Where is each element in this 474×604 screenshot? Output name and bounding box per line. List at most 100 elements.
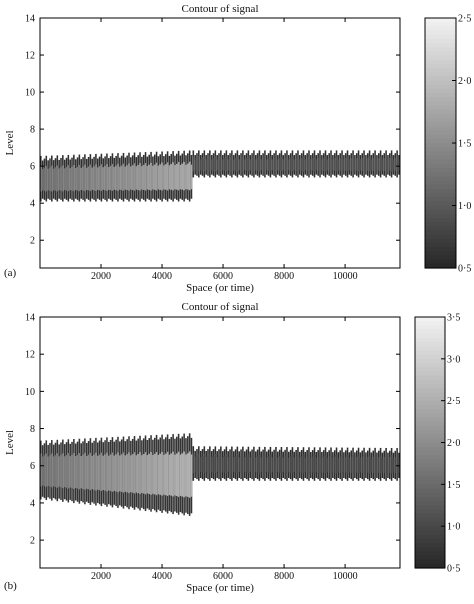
contour-cell [128, 163, 130, 191]
contour-cell [271, 159, 274, 171]
contour-cell [377, 158, 380, 171]
contour-cell [152, 455, 154, 494]
contour-cell [170, 453, 173, 496]
contour-segment [192, 446, 400, 481]
x-tick-label: 4000 [152, 271, 172, 282]
colorbar-cell [425, 209, 456, 215]
colorbar-cell [425, 218, 456, 223]
colorbar-tick-label: 1·5 [447, 480, 460, 491]
contour-cell [366, 158, 369, 171]
colorbar-cell [415, 496, 445, 502]
colorbar-cell [415, 547, 445, 552]
colorbar-cell [415, 396, 445, 402]
colorbar-cell [425, 213, 456, 219]
contour-cell [265, 159, 268, 171]
contour-cell [229, 455, 231, 473]
contour-cell [69, 456, 71, 488]
contour-cell [352, 454, 354, 474]
contour-cell [376, 458, 378, 473]
colorbar-cell [415, 329, 445, 335]
colorbar-cell [425, 38, 456, 44]
contour-cell [223, 158, 226, 171]
contour-cell [249, 159, 252, 171]
contour-cell [142, 453, 145, 494]
y-tick-label: 6 [30, 162, 35, 173]
contour-cell [172, 162, 174, 191]
contour-cell [95, 452, 97, 491]
contour-cell [126, 165, 128, 191]
contour-cell [218, 455, 220, 473]
contour-cell [247, 156, 250, 172]
contour-cell [322, 456, 325, 473]
contour-cell [54, 455, 57, 487]
contour-cell [155, 162, 158, 191]
contour-cell [210, 159, 213, 171]
contour-cell [49, 455, 51, 487]
contour-cell [159, 453, 162, 495]
contour-cell [196, 158, 198, 171]
contour-cell [260, 457, 263, 473]
contour-cell [96, 167, 99, 190]
axes-frame [39, 316, 401, 569]
contour-cell [84, 452, 86, 490]
contour-cell [293, 159, 296, 171]
contour-cell [210, 456, 213, 473]
colorbar-cell [425, 47, 456, 52]
contour-cell [330, 156, 332, 172]
contour-cell [394, 158, 397, 171]
contour-cell [306, 158, 308, 171]
contour-cell [310, 457, 312, 473]
contour-cell [357, 156, 360, 172]
contour-cell [297, 156, 299, 172]
contour-cell [236, 454, 239, 474]
contour-cell [251, 456, 253, 473]
colorbar-cell [415, 471, 445, 477]
contour-cell [62, 453, 64, 489]
contour-cell [78, 164, 81, 192]
contour-cell [203, 453, 206, 474]
contour-cell [275, 156, 277, 172]
colorbar-cell [425, 168, 456, 173]
colorbar-tick-label: 0·5 [447, 564, 460, 575]
contour-cell [398, 159, 400, 171]
contour-cell [352, 156, 354, 172]
contour-cell [240, 455, 242, 473]
contour-cell [106, 164, 108, 191]
y-tick-label: 6 [30, 461, 35, 472]
contour-cell [288, 457, 290, 473]
contour-cell [63, 456, 66, 488]
contour-cell [234, 158, 237, 171]
colorbar-cell [425, 22, 456, 27]
contour-cell [390, 455, 393, 474]
y-tick-label: 10 [25, 387, 35, 398]
colorbar-cell [425, 263, 456, 269]
contour-cell [269, 156, 272, 172]
y-tick-label: 8 [30, 125, 35, 136]
contour-cell [106, 452, 108, 492]
contour-cell [163, 165, 165, 190]
contour-cell [231, 454, 233, 474]
contour-cell [161, 451, 163, 496]
y-tick-label: 8 [30, 424, 35, 435]
contour-cell [328, 456, 330, 473]
colorbar-cell [425, 238, 456, 244]
colorbar-cell [415, 375, 445, 381]
contour-cell [324, 454, 327, 474]
contour-cell [209, 156, 211, 172]
contour-cell [319, 156, 321, 172]
colorbar-cell [425, 80, 456, 86]
colorbar-cell [425, 93, 456, 98]
contour-cell [87, 454, 90, 490]
contour-cell [326, 159, 329, 171]
contour-cell [335, 454, 338, 474]
colorbar-cell [425, 43, 456, 48]
contour-cell [80, 456, 82, 489]
y-tick-label: 12 [25, 350, 35, 361]
colorbar-cell [425, 163, 456, 169]
colorbar: 0·5 1·0 1·5 2·0 2·5 3·0 3·5 [414, 313, 460, 575]
contour-cell [214, 156, 217, 172]
contour-cell [135, 166, 138, 190]
colorbar-cell [425, 55, 456, 61]
contour-cell [284, 456, 286, 473]
contour-cell [216, 159, 218, 171]
